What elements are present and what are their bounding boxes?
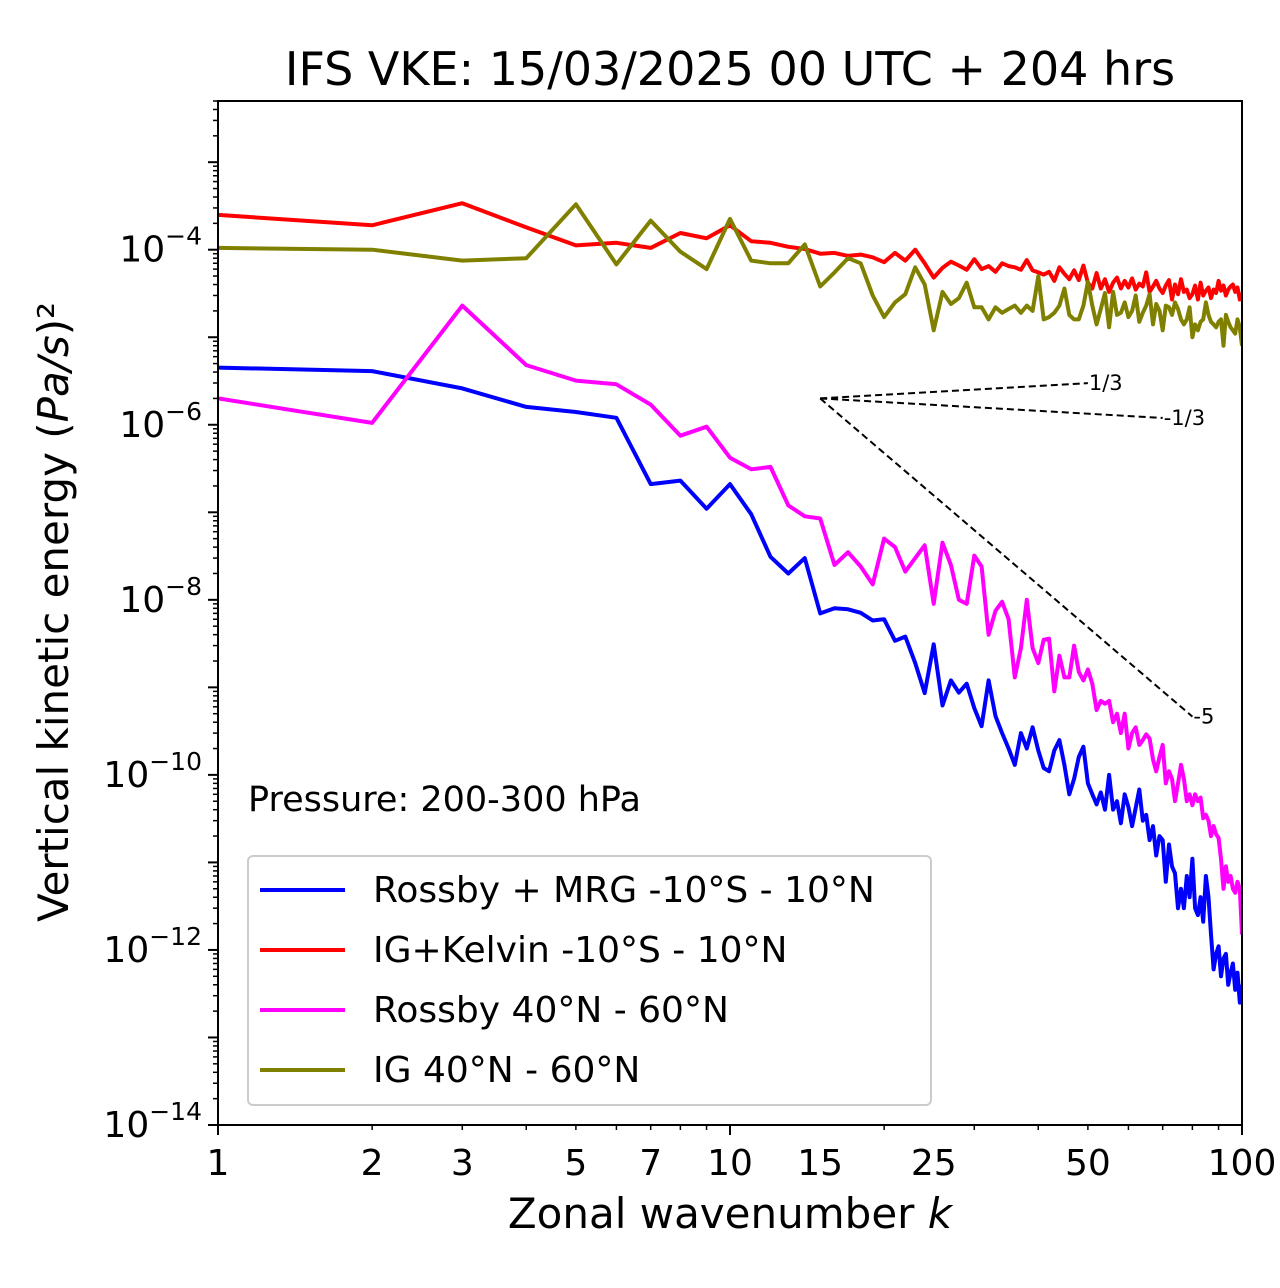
x-tick-label: 25 xyxy=(911,1143,957,1184)
y-tick-label: 10−10 xyxy=(103,747,202,796)
x-tick-label: 7 xyxy=(639,1143,662,1184)
reference-slope-1 xyxy=(820,382,1088,400)
series-line-3 xyxy=(218,303,1242,935)
legend-label-3: Rossby 40°N - 60°N xyxy=(373,990,729,1031)
x-tick-label: 100 xyxy=(1208,1143,1277,1184)
x-tick-label: 1 xyxy=(207,1143,230,1184)
y-tick-label: 10−6 xyxy=(119,397,202,446)
legend: Rossby + MRG -10°S - 10°N IG+Kelvin -10°S… xyxy=(247,855,932,1106)
x-tick-label: 2 xyxy=(361,1143,384,1184)
reference-slope-2 xyxy=(820,397,1163,419)
reference-slope-label-3: -5 xyxy=(1193,705,1214,729)
series-line-4 xyxy=(218,202,1242,348)
legend-box xyxy=(247,855,932,1106)
y-tick-label: 10−12 xyxy=(103,922,202,971)
x-tick-label: 3 xyxy=(451,1143,474,1184)
legend-label-2: IG+Kelvin -10°S - 10°N xyxy=(373,930,787,971)
x-tick-label: 15 xyxy=(797,1143,843,1184)
y-tick-label: 10−4 xyxy=(119,222,202,271)
x-axis-label: Zonal wavenumber k xyxy=(508,1189,954,1238)
y-tick-label: 10−8 xyxy=(119,572,202,621)
series-line-1 xyxy=(218,365,1242,1005)
chart-title: IFS VKE: 15/03/2025 00 UTC + 204 hrs xyxy=(285,42,1175,96)
x-tick-label: 10 xyxy=(707,1143,753,1184)
legend-label-1: Rossby + MRG -10°S - 10°N xyxy=(373,870,875,911)
reference-slope-label-1: 1/3 xyxy=(1089,371,1123,395)
x-tick-label: 5 xyxy=(564,1143,587,1184)
legend-label-4: IG 40°N - 60°N xyxy=(373,1050,640,1091)
x-tick-label: 50 xyxy=(1065,1143,1111,1184)
y-axis-label: Vertical kinetic energy (Pa/s)² xyxy=(29,302,78,922)
plot-lines xyxy=(218,201,1242,1005)
reference-slope-label-2: -1/3 xyxy=(1164,406,1205,430)
reference-slope-lines: 1/3 -1/3 -5 xyxy=(819,371,1214,729)
pressure-annotation: Pressure: 200-300 hPa xyxy=(248,780,641,820)
y-tick-label: 10−14 xyxy=(103,1097,202,1146)
reference-slope-3 xyxy=(819,397,1194,718)
